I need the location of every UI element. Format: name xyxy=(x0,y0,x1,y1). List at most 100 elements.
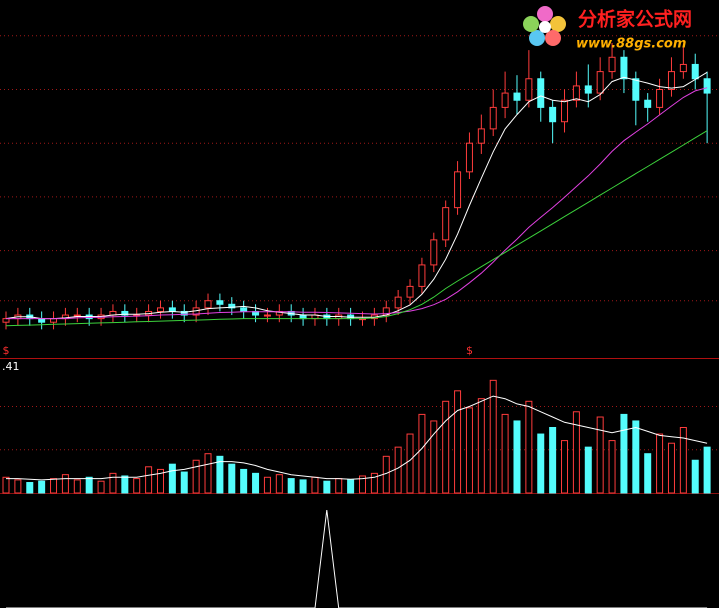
volume-bar xyxy=(584,446,592,494)
volume-bar xyxy=(38,480,46,494)
candle-body xyxy=(525,78,533,101)
watermark-title: 分析家公式网 xyxy=(578,8,692,31)
volume-bar xyxy=(323,480,331,494)
volume-bar xyxy=(513,420,521,494)
candle-body xyxy=(691,63,699,80)
candle-body xyxy=(180,310,188,316)
candle-body xyxy=(156,307,164,312)
candle-body xyxy=(620,56,628,80)
candle-body xyxy=(656,89,664,108)
candle-body xyxy=(549,106,557,123)
volume-bar xyxy=(133,478,141,494)
volume-bar xyxy=(703,446,711,494)
candle-body xyxy=(299,314,307,320)
signal-label: $ xyxy=(3,344,10,357)
volume-bar xyxy=(14,479,22,494)
volume-bar xyxy=(382,455,390,494)
volume-bar xyxy=(572,411,580,494)
volume-bar xyxy=(85,476,93,494)
candle-body xyxy=(679,63,687,73)
candle-body xyxy=(501,92,509,108)
candle-body xyxy=(204,300,212,309)
volume-bar xyxy=(454,390,462,494)
candle-body xyxy=(2,318,10,323)
volume-bar xyxy=(180,471,188,494)
candle-body xyxy=(228,303,236,309)
volume-bar xyxy=(525,400,533,494)
candle-body xyxy=(477,128,485,144)
candle-body xyxy=(168,307,176,312)
volume-bar xyxy=(620,413,628,494)
volume-bar xyxy=(465,407,473,494)
volume-bar xyxy=(561,440,569,494)
candle-body xyxy=(489,106,497,130)
volume-bar xyxy=(311,476,319,494)
volume-bar xyxy=(394,446,402,494)
candle-body xyxy=(584,85,592,94)
volume-bar xyxy=(97,480,105,494)
volume-bar xyxy=(275,474,283,494)
volume-bar xyxy=(61,474,69,494)
volume-bar xyxy=(679,427,687,494)
volume-bar xyxy=(549,427,557,494)
volume-bar xyxy=(632,420,640,494)
candle-body xyxy=(561,99,569,123)
volume-bar xyxy=(489,379,497,494)
volume-bar xyxy=(252,472,260,494)
volume-bar xyxy=(656,433,664,494)
volume-bar xyxy=(156,468,164,494)
volume-bar xyxy=(204,453,212,494)
candle-body xyxy=(73,314,81,317)
volume-bar xyxy=(26,482,34,494)
volume-bar xyxy=(347,479,355,494)
volume-bar xyxy=(477,398,485,494)
volume-bar xyxy=(263,476,271,494)
candle-body xyxy=(50,318,58,323)
candle-body xyxy=(263,314,271,317)
watermark-url: www.88gs.com xyxy=(576,37,686,52)
volume-bar xyxy=(501,413,509,494)
candle-body xyxy=(216,300,224,305)
volume-bar xyxy=(667,442,675,494)
signal-label: $ xyxy=(466,344,473,357)
volume-bar xyxy=(168,463,176,494)
candle-body xyxy=(454,171,462,209)
candle-body xyxy=(572,85,580,101)
candle-body xyxy=(596,71,604,94)
candle-body xyxy=(240,307,248,312)
candle-body xyxy=(394,296,402,309)
candle-body xyxy=(418,264,426,287)
volume-average xyxy=(6,395,708,481)
candle-body xyxy=(442,207,450,241)
logo xyxy=(523,6,566,46)
candle-body xyxy=(513,92,521,101)
volume-bar xyxy=(299,479,307,494)
volume-bar xyxy=(2,476,10,494)
volume-bar xyxy=(73,479,81,494)
volume-bar xyxy=(430,420,438,494)
candle-body xyxy=(430,239,438,266)
volume-bar xyxy=(644,453,652,494)
candle-body xyxy=(121,310,129,316)
moving-average xyxy=(5,130,708,327)
volume-bar xyxy=(121,475,129,494)
candle-body xyxy=(465,142,473,173)
volume-bar xyxy=(145,466,153,494)
candle-body xyxy=(667,71,675,90)
candle-body xyxy=(406,285,414,298)
volume-bar xyxy=(228,463,236,494)
volume-bar xyxy=(537,433,545,494)
volume-bar xyxy=(406,433,414,494)
pane-label: .41 xyxy=(2,360,20,373)
volume-bar xyxy=(596,416,604,494)
candle-body xyxy=(608,56,616,73)
moving-average xyxy=(5,71,708,320)
volume-bar xyxy=(287,478,295,494)
volume-bar xyxy=(240,468,248,494)
candle-body xyxy=(644,99,652,108)
volume-bar xyxy=(442,400,450,494)
volume-bar xyxy=(691,459,699,494)
volume-bar xyxy=(335,478,343,494)
